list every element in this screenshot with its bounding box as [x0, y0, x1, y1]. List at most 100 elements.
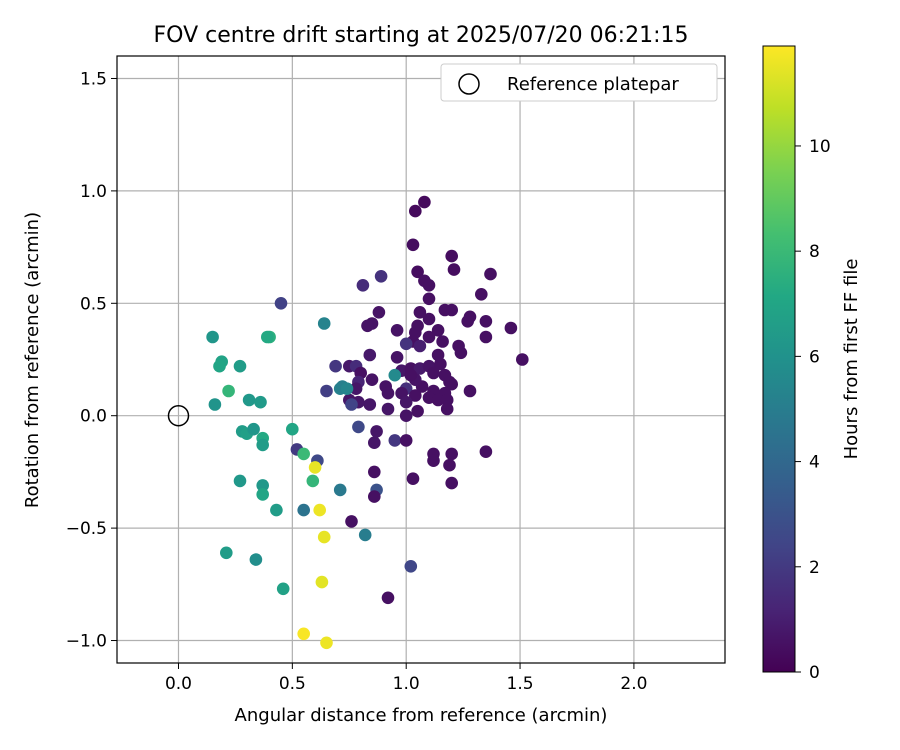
- x-axis-label: Angular distance from reference (arcmin): [235, 705, 608, 726]
- data-point: [297, 447, 311, 461]
- data-point: [411, 404, 424, 418]
- data-point: [404, 560, 418, 573]
- data-point: [479, 445, 493, 459]
- colorbar-tick-label: 8: [809, 242, 820, 262]
- data-point: [413, 339, 427, 353]
- data-point: [431, 324, 445, 337]
- colorbar-ticks: 0 2 4 6 8 10: [795, 137, 831, 683]
- data-point: [352, 420, 365, 434]
- data-point: [411, 265, 424, 279]
- y-tick-label: 1.5: [80, 69, 107, 89]
- data-points: [167, 195, 529, 650]
- reference-platepar-marker: [167, 404, 190, 427]
- colorbar-tick-label: 6: [809, 347, 820, 367]
- data-point: [427, 366, 440, 380]
- data-point: [261, 330, 274, 344]
- data-point: [297, 627, 311, 641]
- data-point: [249, 553, 263, 566]
- data-point: [329, 359, 342, 373]
- colorbar-tick-label: 10: [809, 137, 831, 157]
- grid: [117, 56, 725, 663]
- data-point: [306, 474, 320, 488]
- data-point: [308, 461, 322, 474]
- data-point: [349, 382, 363, 396]
- x-tick-label: 1.0: [393, 674, 420, 694]
- data-point: [445, 476, 459, 490]
- data-point: [256, 438, 270, 452]
- legend-label: Reference platepar: [507, 74, 679, 95]
- data-point: [422, 312, 436, 326]
- data-point: [388, 368, 402, 382]
- data-point: [413, 306, 427, 319]
- plot-frame: [116, 55, 726, 664]
- data-point: [361, 319, 374, 333]
- data-point: [475, 288, 488, 301]
- data-point: [356, 279, 370, 292]
- data-point: [381, 591, 395, 605]
- data-point: [479, 315, 493, 328]
- data-point: [427, 454, 440, 468]
- data-point: [436, 335, 449, 348]
- data-point: [409, 204, 422, 218]
- data-point: [372, 306, 386, 319]
- data-point: [270, 503, 283, 517]
- data-point: [440, 393, 454, 407]
- data-point: [313, 503, 327, 517]
- data-point: [418, 195, 431, 209]
- data-point: [484, 267, 497, 281]
- data-point: [388, 434, 402, 447]
- chart-title: FOV centre drift starting at 2025/07/20 …: [154, 23, 689, 48]
- data-point: [358, 528, 372, 542]
- data-point: [233, 359, 247, 373]
- data-point: [445, 303, 459, 317]
- data-point: [286, 422, 299, 436]
- data-point: [445, 377, 459, 391]
- colorbar-tick-label: 0: [809, 663, 820, 683]
- data-point: [404, 368, 418, 382]
- x-tick-label: 0.0: [165, 674, 192, 694]
- y-axis-label: Rotation from reference (arcmin): [22, 212, 43, 508]
- data-point: [422, 330, 436, 344]
- data-point: [390, 351, 404, 364]
- data-point: [447, 263, 461, 276]
- data-point: [431, 393, 445, 407]
- data-point: [504, 321, 518, 335]
- data-point: [370, 425, 383, 438]
- x-tick-label: 0.5: [279, 674, 306, 694]
- legend-box: [440, 63, 718, 102]
- data-point: [363, 398, 377, 411]
- data-point: [363, 348, 377, 362]
- data-point: [276, 582, 290, 596]
- data-point: [220, 546, 233, 560]
- data-point: [406, 472, 420, 486]
- data-point: [368, 436, 381, 450]
- data-point: [368, 465, 381, 479]
- colorbar-gradient: [762, 45, 796, 673]
- data-point: [317, 530, 331, 544]
- data-point: [345, 515, 358, 528]
- legend-marker-icon: [458, 73, 480, 95]
- data-point: [256, 488, 270, 501]
- data-point: [345, 398, 358, 411]
- data-point: [422, 292, 436, 306]
- data-point: [320, 384, 333, 398]
- data-point: [206, 330, 219, 344]
- data-point: [381, 386, 395, 400]
- data-point: [254, 395, 267, 409]
- data-point: [443, 458, 456, 472]
- data-point: [399, 337, 413, 351]
- y-tick-label: 0.0: [80, 407, 107, 427]
- data-point: [256, 479, 270, 492]
- data-point: [406, 238, 420, 252]
- data-point: [213, 359, 226, 373]
- legend: Reference platepar: [440, 63, 718, 102]
- data-point: [431, 348, 445, 362]
- data-point: [409, 389, 422, 402]
- x-axis: 0.0 0.5 1.0 1.5 2.0: [165, 663, 647, 694]
- data-point: [381, 402, 395, 416]
- data-point: [208, 398, 222, 411]
- y-tick-label: −0.5: [66, 519, 107, 539]
- data-point: [340, 382, 354, 396]
- data-point: [320, 636, 333, 650]
